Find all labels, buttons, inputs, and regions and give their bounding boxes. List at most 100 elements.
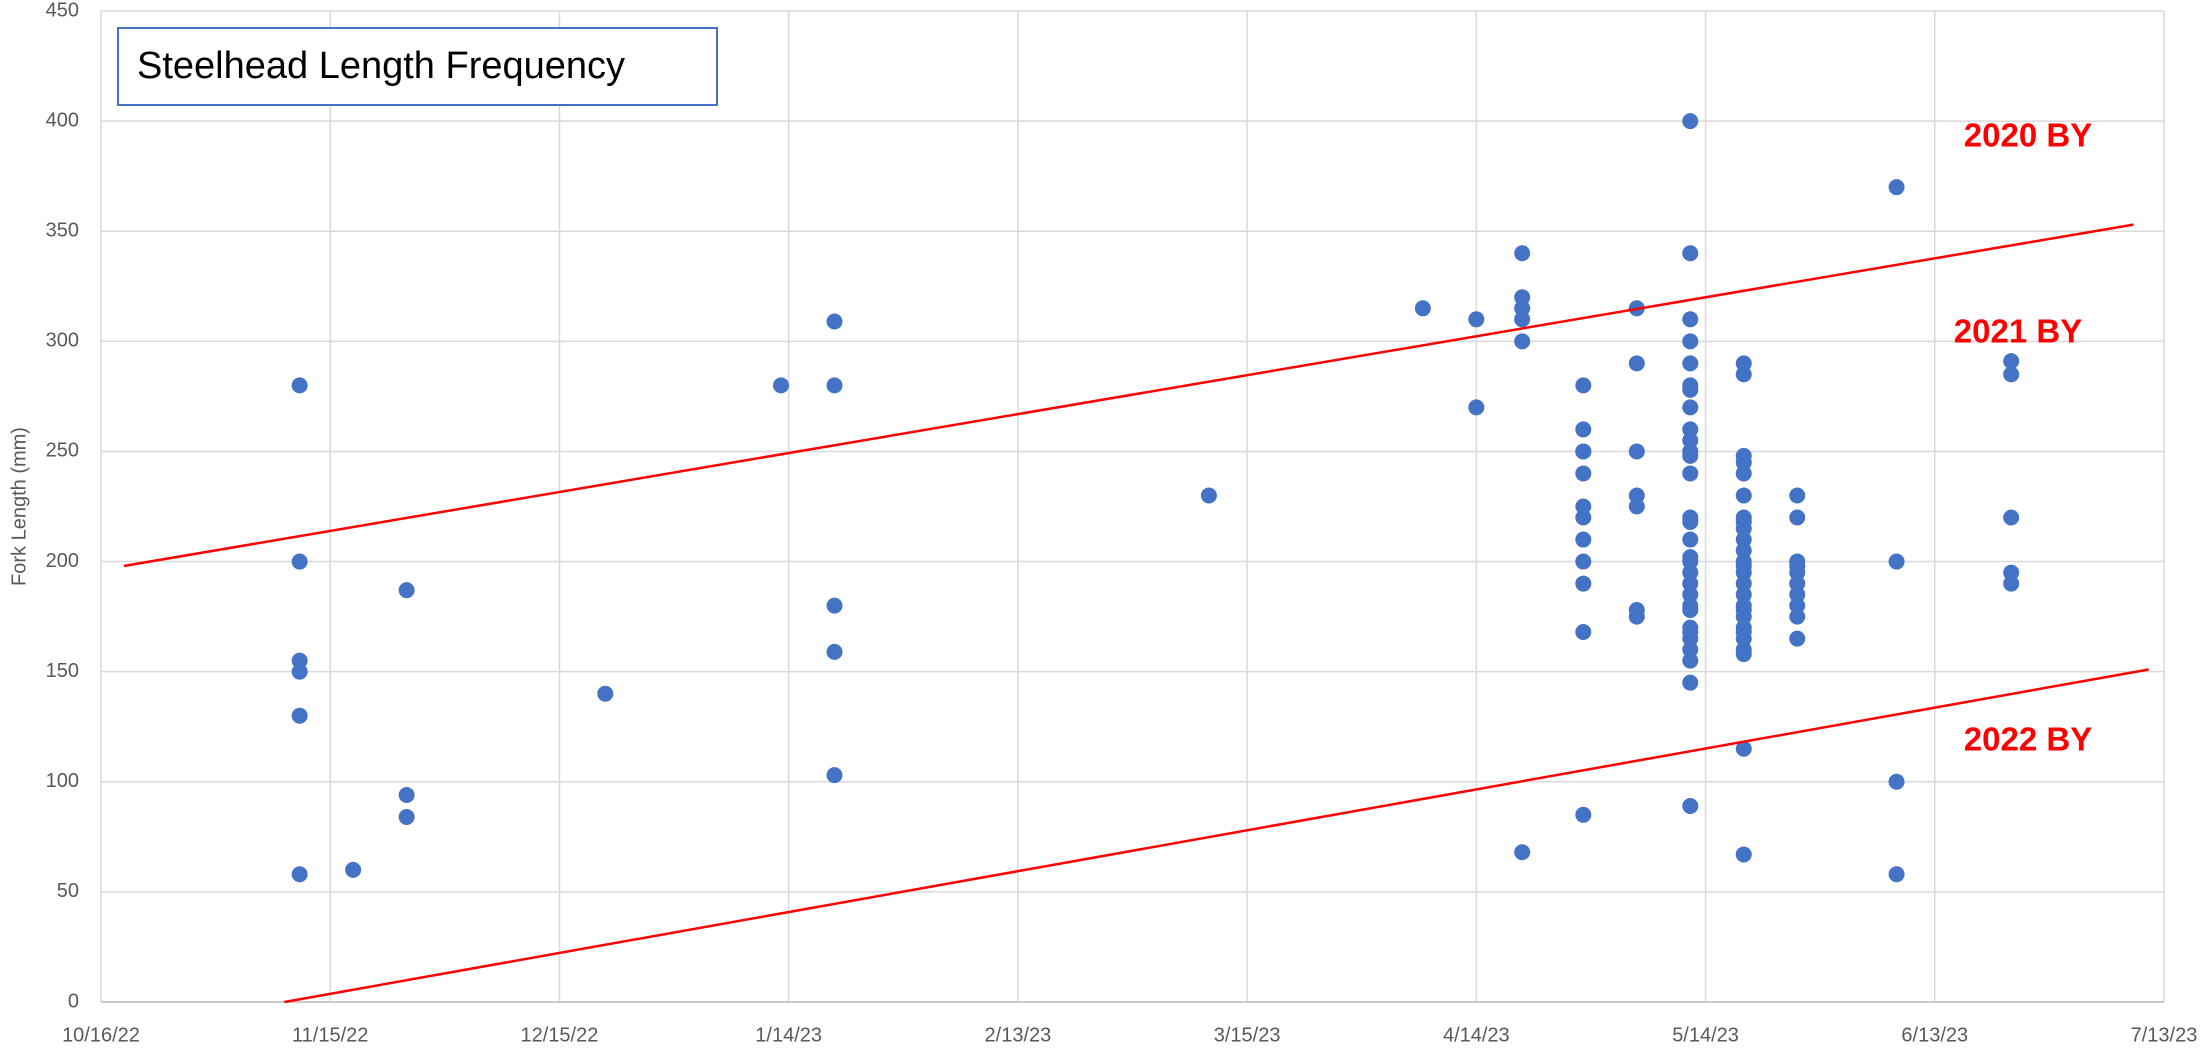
- point: [1575, 806, 1592, 823]
- point: [1682, 531, 1699, 548]
- point: [1682, 575, 1699, 592]
- point: [1682, 513, 1699, 530]
- y-tick-label: 150: [46, 660, 79, 682]
- y-tick-label: 350: [46, 220, 79, 242]
- y-tick-label: 400: [46, 109, 79, 131]
- trend-line: [284, 668, 2149, 1004]
- point: [1682, 381, 1699, 398]
- point: [1682, 641, 1699, 658]
- point: [1575, 624, 1592, 641]
- point: [1575, 421, 1592, 438]
- point: [1575, 575, 1592, 592]
- point: [398, 582, 415, 599]
- point: [1735, 531, 1752, 548]
- point: [773, 377, 790, 394]
- point: [1682, 652, 1699, 669]
- point: [1735, 355, 1752, 372]
- point: [1575, 498, 1592, 515]
- point: [398, 809, 415, 826]
- point: [1628, 608, 1645, 625]
- point: [1682, 399, 1699, 416]
- point: [1888, 773, 1905, 790]
- point: [1789, 509, 1806, 526]
- point: [1628, 443, 1645, 460]
- point: [1628, 498, 1645, 515]
- point: [1735, 646, 1752, 663]
- point: [2003, 564, 2020, 581]
- point: [597, 685, 614, 702]
- point: [398, 786, 415, 803]
- chart-title: Steelhead Length Frequency: [137, 45, 625, 87]
- y-tick-label: 300: [46, 330, 79, 352]
- point: [1888, 866, 1905, 883]
- x-tick-label: 5/14/23: [1672, 1024, 1739, 1046]
- point: [1682, 602, 1699, 619]
- point: [1682, 311, 1699, 328]
- x-tick-label: 11/15/22: [292, 1024, 368, 1046]
- x-tick-label: 12/15/22: [521, 1024, 599, 1046]
- point: [1575, 443, 1592, 460]
- title-box: [117, 27, 718, 106]
- point: [826, 767, 843, 784]
- annotation: 2022 BY: [1964, 721, 2092, 758]
- point: [1468, 399, 1485, 416]
- point: [291, 663, 308, 680]
- point: [1414, 300, 1431, 317]
- point: [1682, 113, 1699, 130]
- point: [1789, 586, 1806, 603]
- y-tick-label: 450: [46, 0, 79, 21]
- point: [1888, 553, 1905, 570]
- x-tick-label: 4/14/23: [1443, 1024, 1510, 1046]
- point: [1789, 564, 1806, 581]
- point: [1735, 487, 1752, 504]
- point: [1514, 300, 1531, 317]
- point: [1514, 311, 1531, 328]
- point: [1789, 608, 1806, 625]
- point: [1200, 487, 1217, 504]
- point: [1735, 465, 1752, 482]
- point: [1789, 630, 1806, 647]
- point: [1575, 531, 1592, 548]
- point: [291, 652, 308, 669]
- annotation: 2021 BY: [1954, 313, 2082, 350]
- point: [2003, 353, 2020, 370]
- point: [1682, 447, 1699, 464]
- point: [1514, 289, 1531, 306]
- point: [1575, 509, 1592, 526]
- point: [1682, 564, 1699, 581]
- x-tick-label: 6/13/23: [1901, 1024, 1968, 1046]
- point: [1789, 487, 1806, 504]
- point: [1682, 798, 1699, 815]
- point: [291, 553, 308, 570]
- x-tick-label: 7/13/23: [2131, 1024, 2198, 1046]
- y-axis-label: Fork Length (mm): [8, 427, 30, 586]
- point: [1682, 465, 1699, 482]
- point: [1682, 333, 1699, 350]
- trend-line: [123, 223, 2134, 568]
- point: [826, 377, 843, 394]
- point: [1682, 674, 1699, 691]
- point: [1735, 575, 1752, 592]
- point: [1514, 333, 1531, 350]
- point: [1735, 520, 1752, 537]
- point: [1735, 846, 1752, 863]
- point: [1575, 465, 1592, 482]
- point: [1735, 564, 1752, 581]
- y-tick-label: 0: [68, 990, 79, 1012]
- point: [1682, 432, 1699, 449]
- annotation: 2020 BY: [1964, 117, 2092, 154]
- point: [826, 313, 843, 330]
- point: [1575, 377, 1592, 394]
- point: [1682, 245, 1699, 262]
- x-tick-label: 10/16/22: [62, 1024, 140, 1046]
- point: [345, 861, 362, 878]
- point: [826, 597, 843, 614]
- y-tick-label: 100: [46, 770, 79, 792]
- point: [1514, 844, 1531, 861]
- point: [2003, 509, 2020, 526]
- point: [1628, 487, 1645, 504]
- x-tick-label: 3/15/23: [1214, 1024, 1281, 1046]
- point: [1682, 630, 1699, 647]
